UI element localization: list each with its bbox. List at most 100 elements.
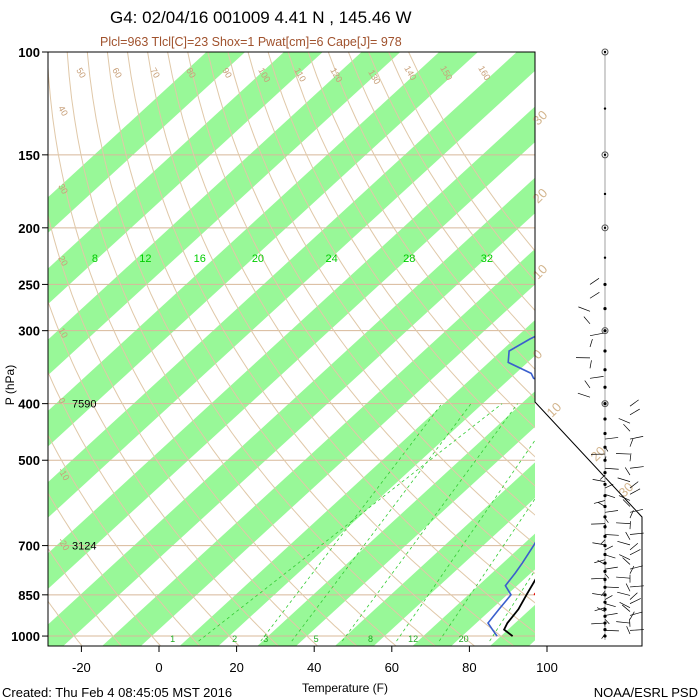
wind-barb — [604, 456, 607, 462]
mixing-ratio-line — [260, 403, 443, 642]
dry-adiabat — [287, 52, 535, 429]
wind-barb — [599, 474, 606, 480]
wind-barb — [629, 436, 644, 440]
wind-barb — [604, 595, 613, 600]
dry-adiabat — [48, 370, 240, 646]
isotherm-band — [48, 52, 323, 305]
wind-barb — [589, 277, 600, 285]
adiabat-label: 70 — [148, 66, 162, 80]
wind-barb — [597, 502, 606, 507]
wind-station-dot — [603, 417, 607, 421]
wind-barb — [589, 332, 604, 337]
mixing-ratio-line — [198, 403, 503, 642]
dry-adiabat — [367, 52, 535, 312]
wind-station-dot — [603, 306, 607, 311]
dry-adiabat — [48, 213, 319, 646]
wind-barb — [629, 453, 632, 462]
wind-barb — [592, 479, 606, 482]
wind-barb — [584, 380, 591, 389]
plot-frame — [47, 51, 643, 647]
adiabat-label: 110 — [292, 66, 308, 83]
wind-barb — [617, 591, 631, 596]
wind-barb — [629, 466, 644, 469]
temperature-tick-label: 80 — [462, 660, 476, 675]
dry-adiabat — [327, 52, 535, 371]
dry-adiabat — [187, 52, 535, 575]
isotherm-band — [630, 25, 700, 660]
wind-barb — [629, 565, 635, 574]
wind-barb — [616, 453, 631, 455]
x-axis-label: Temperature (F) — [302, 681, 388, 695]
height-label: 3124 — [72, 541, 96, 553]
y-axis-label: P (hPa) — [3, 365, 17, 405]
wind-barb — [604, 619, 610, 625]
calm-wind-circle — [601, 400, 609, 408]
temperature-tick-label: -20 — [72, 660, 91, 675]
wind-barb — [629, 488, 641, 495]
wind-station-dot — [603, 368, 607, 372]
wind-barb — [591, 523, 606, 525]
chart-title: G4: 02/04/16 001009 4.41 N , 145.46 W — [110, 8, 412, 27]
wind-station-dot — [603, 329, 607, 333]
dry-adiabat — [48, 300, 280, 646]
isotherm-band — [552, 25, 700, 660]
dry-adiabat — [106, 52, 476, 646]
wind-station-dot — [603, 471, 607, 475]
wind-barb — [604, 630, 619, 632]
dry-adiabat — [86, 52, 437, 646]
pressure-tick-label: 200 — [18, 221, 40, 236]
pressure-tick-label: 850 — [18, 588, 40, 603]
wind-barb — [592, 542, 606, 546]
wind-barb — [616, 522, 631, 524]
dry-adiabat — [48, 492, 162, 646]
calm-wind-circle — [601, 327, 609, 335]
mixing-ratio-line — [341, 403, 518, 642]
wind-barb — [626, 626, 631, 635]
dry-adiabat — [207, 52, 535, 545]
dry-adiabat — [66, 52, 397, 646]
wind-barb — [629, 542, 639, 551]
credit-label: NOAA/ESRL PSD — [594, 685, 698, 700]
wind-barb — [629, 565, 643, 570]
wind-barb — [604, 586, 619, 588]
wind-station-dot — [603, 569, 607, 573]
wind-barb — [604, 545, 613, 551]
mixing-ratio-label: 12 — [139, 253, 151, 265]
mixing-ratio-label: 28 — [403, 253, 415, 265]
isotherm-band — [102, 248, 535, 646]
wind-station-dot — [603, 402, 607, 406]
height-labels: 7590 3124 — [72, 399, 96, 553]
dry-adiabat — [347, 52, 535, 341]
wind-barb — [629, 438, 634, 447]
wind-barb — [604, 510, 619, 513]
adiabat-label: 80 — [184, 66, 198, 80]
wind-barb — [616, 576, 631, 579]
isotherm-bands — [48, 25, 700, 660]
wind-station-dot — [603, 600, 607, 604]
pressure-tick-label: 700 — [18, 539, 40, 554]
wind-barb — [601, 633, 606, 639]
mixing-ratio-label-bottom: 5 — [314, 634, 319, 644]
mixing-ratio-label: 16 — [194, 253, 206, 265]
wind-barb — [604, 554, 616, 559]
pressure-tick-label: 400 — [18, 397, 40, 412]
dry-adiabat — [48, 58, 358, 646]
isotherm-edge-label: 30 — [616, 479, 637, 500]
wind-barb — [625, 583, 631, 592]
dry-adiabat — [147, 52, 535, 634]
wind-barb — [583, 316, 591, 325]
wind-barb — [600, 539, 606, 545]
wind-barb — [597, 607, 606, 612]
pressure-tick-label: 500 — [18, 453, 40, 468]
wind-station-dot — [603, 593, 607, 597]
wind-barbs — [576, 48, 644, 640]
wind-station-dot — [603, 482, 607, 487]
adiabat-label: 130 — [366, 68, 382, 86]
wind-barb — [604, 483, 614, 489]
temperature-line — [502, 578, 535, 637]
mixing-ratio-label: 24 — [326, 253, 338, 265]
wind-barb — [604, 437, 619, 440]
dry-adiabat — [48, 433, 201, 646]
pressure-tick-label: 150 — [18, 148, 40, 163]
wind-barb — [623, 423, 631, 432]
